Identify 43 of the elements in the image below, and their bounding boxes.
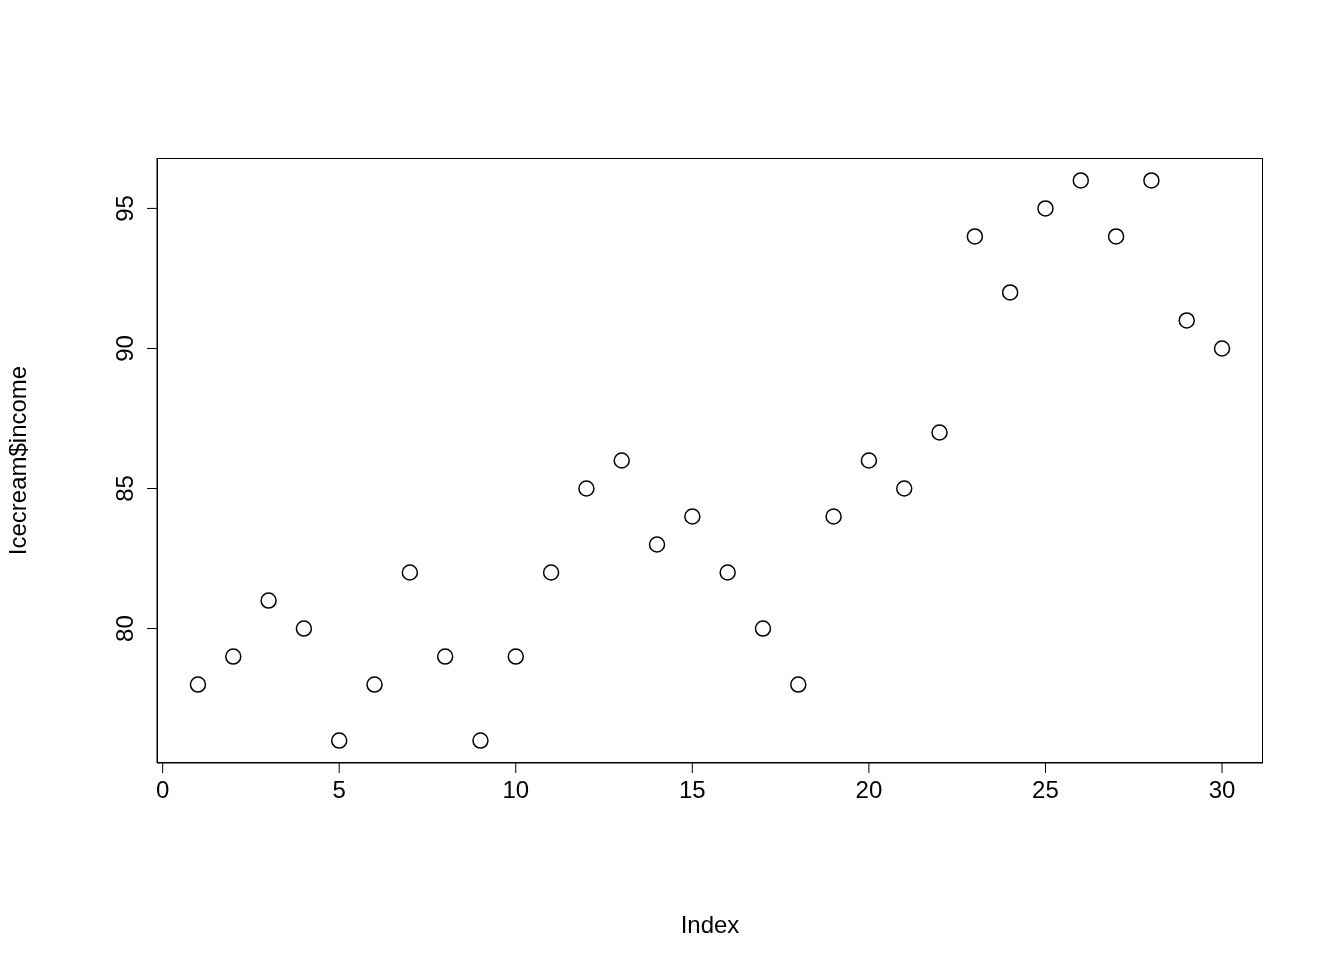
point — [860, 452, 878, 469]
x-tick-label: 5 — [332, 776, 346, 804]
point — [578, 480, 595, 497]
point — [790, 676, 807, 693]
point — [1037, 200, 1054, 217]
point — [330, 732, 348, 749]
point — [1107, 228, 1125, 245]
point — [260, 592, 277, 609]
y-tick-label: 90 — [111, 335, 138, 362]
point — [1178, 312, 1195, 329]
point — [295, 620, 313, 637]
point — [472, 732, 489, 749]
x-tick-label: 10 — [502, 776, 530, 804]
point — [684, 508, 701, 525]
x-tick-label: 15 — [678, 776, 706, 804]
point — [1072, 172, 1090, 189]
point — [507, 648, 525, 665]
point — [1143, 172, 1160, 189]
point — [542, 564, 560, 581]
x-tick-label: 0 — [155, 776, 170, 804]
point — [613, 452, 630, 469]
point — [719, 564, 736, 581]
x-tick-label: 30 — [1208, 776, 1236, 804]
point — [189, 676, 207, 693]
point — [1001, 284, 1019, 301]
point — [895, 480, 913, 497]
point — [754, 620, 772, 637]
point — [401, 564, 419, 581]
point — [366, 676, 383, 693]
point — [931, 424, 948, 441]
y-tick-label: 95 — [111, 195, 138, 222]
point — [1213, 340, 1231, 357]
x-tick-label: 20 — [855, 776, 883, 804]
point — [648, 536, 666, 553]
y-tick-label: 85 — [111, 475, 138, 502]
y-axis-title: Icecream$income — [3, 365, 31, 556]
x-axis-title: Index — [680, 911, 740, 938]
point — [966, 228, 984, 245]
point — [436, 648, 454, 665]
point — [225, 648, 242, 665]
y-tick-label: 80 — [111, 615, 138, 642]
x-tick-label: 25 — [1032, 776, 1059, 804]
point — [825, 508, 842, 525]
